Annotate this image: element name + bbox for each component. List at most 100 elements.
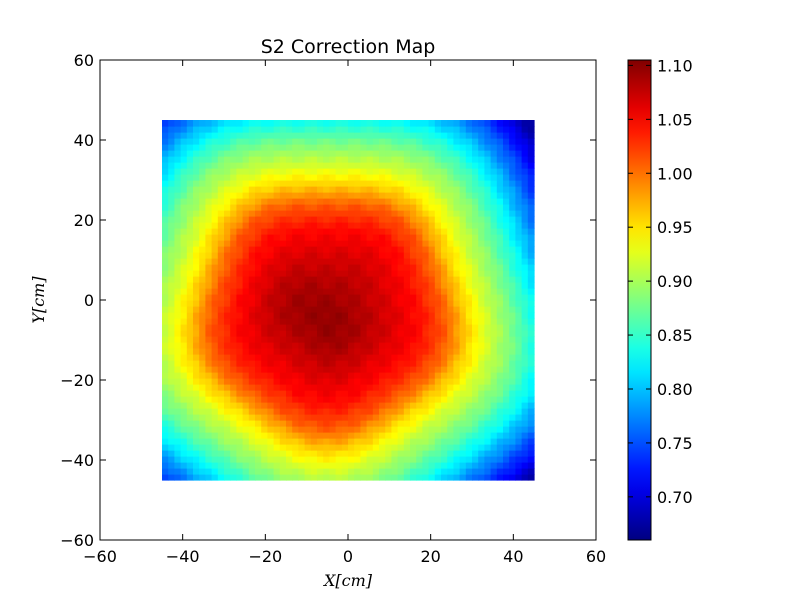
heatmap-cell bbox=[236, 204, 244, 211]
heatmap-cell bbox=[410, 210, 417, 217]
heatmap-cell bbox=[509, 192, 516, 199]
heatmap-cell bbox=[255, 192, 262, 199]
heatmap-cell bbox=[372, 210, 380, 217]
heatmap-cell bbox=[317, 360, 324, 367]
heatmap-cell bbox=[248, 432, 256, 439]
heatmap-cell bbox=[484, 180, 492, 187]
heatmap-cell bbox=[403, 360, 411, 367]
heatmap-cell bbox=[230, 354, 237, 361]
heatmap-cell bbox=[230, 282, 237, 289]
heatmap-cell bbox=[242, 342, 250, 349]
heatmap-cell bbox=[428, 198, 436, 205]
heatmap-cell bbox=[397, 162, 405, 169]
heatmap-cell bbox=[441, 450, 448, 457]
heatmap-cell bbox=[527, 138, 535, 145]
heatmap-cell bbox=[261, 426, 268, 433]
heatmap-cell bbox=[397, 450, 405, 457]
heatmap-cell bbox=[496, 186, 504, 193]
heatmap-cell bbox=[335, 426, 343, 433]
heatmap-cell bbox=[205, 174, 213, 181]
heatmap-cell bbox=[453, 360, 461, 367]
heatmap-cell bbox=[428, 342, 436, 349]
heatmap-cell bbox=[521, 288, 529, 295]
colorbar bbox=[627, 59, 652, 541]
heatmap-cell bbox=[385, 474, 392, 481]
heatmap-cell bbox=[441, 408, 448, 415]
heatmap-cell bbox=[354, 402, 361, 409]
heatmap-cell bbox=[366, 408, 374, 415]
heatmap-cell bbox=[385, 282, 392, 289]
heatmap-cell bbox=[490, 180, 498, 187]
heatmap-cell bbox=[379, 144, 386, 151]
heatmap-cell bbox=[279, 180, 287, 187]
heatmap-cell bbox=[521, 402, 529, 409]
heatmap-cell bbox=[217, 138, 225, 145]
heatmap-cell bbox=[385, 468, 392, 475]
heatmap-cell bbox=[459, 336, 467, 343]
heatmap-cell bbox=[211, 192, 219, 199]
heatmap-cell bbox=[224, 354, 231, 361]
heatmap-cell bbox=[267, 342, 275, 349]
heatmap-cell bbox=[193, 414, 200, 421]
heatmap-cell bbox=[186, 162, 194, 169]
heatmap-cell bbox=[174, 474, 182, 481]
heatmap-cell bbox=[509, 180, 516, 187]
heatmap-cell bbox=[496, 354, 504, 361]
heatmap-cell bbox=[205, 324, 213, 331]
heatmap-cell bbox=[385, 426, 392, 433]
heatmap-cell bbox=[323, 228, 330, 235]
heatmap-cell bbox=[199, 216, 206, 223]
heatmap-cell bbox=[416, 378, 423, 385]
heatmap-cell bbox=[447, 318, 454, 325]
heatmap-cell bbox=[509, 198, 516, 205]
heatmap-cell bbox=[211, 246, 219, 253]
heatmap-cell bbox=[261, 414, 268, 421]
heatmap-cell bbox=[527, 462, 535, 469]
heatmap-cell bbox=[186, 138, 194, 145]
heatmap-cell bbox=[242, 366, 250, 373]
heatmap-cell bbox=[379, 306, 386, 313]
heatmap-cell bbox=[317, 132, 324, 139]
heatmap-cell bbox=[310, 234, 318, 241]
heatmap-cell bbox=[366, 384, 374, 391]
heatmap-cell bbox=[441, 390, 448, 397]
heatmap-cell bbox=[267, 216, 275, 223]
heatmap-cell bbox=[403, 450, 411, 457]
heatmap-cell bbox=[478, 300, 485, 307]
heatmap-cell bbox=[211, 138, 219, 145]
heatmap-cell bbox=[385, 378, 392, 385]
heatmap-cell bbox=[255, 156, 262, 163]
heatmap-cell bbox=[286, 450, 293, 457]
heatmap-cell bbox=[267, 438, 275, 445]
heatmap-cell bbox=[193, 282, 200, 289]
heatmap-cell bbox=[186, 354, 194, 361]
heatmap-cell bbox=[255, 180, 262, 187]
heatmap-cell bbox=[317, 408, 324, 415]
heatmap-cell bbox=[465, 294, 473, 301]
heatmap-cell bbox=[329, 216, 337, 223]
heatmap-cell bbox=[472, 216, 479, 223]
heatmap-cell bbox=[366, 222, 374, 229]
heatmap-cell bbox=[509, 414, 516, 421]
heatmap-cell bbox=[193, 162, 200, 169]
heatmap-cell bbox=[292, 462, 299, 469]
heatmap-cell bbox=[341, 144, 349, 151]
heatmap-cell bbox=[304, 228, 312, 235]
heatmap-cell bbox=[391, 450, 399, 457]
heatmap-cell bbox=[453, 330, 461, 337]
heatmap-cell bbox=[168, 396, 175, 403]
heatmap-cell bbox=[186, 228, 194, 235]
heatmap-cell bbox=[286, 312, 293, 319]
heatmap-cell bbox=[403, 372, 411, 379]
heatmap-cell bbox=[379, 120, 386, 127]
heatmap-cell bbox=[379, 192, 386, 199]
heatmap-cell bbox=[174, 330, 182, 337]
heatmap-cell bbox=[453, 264, 461, 271]
heatmap-cell bbox=[267, 222, 275, 229]
heatmap-cell bbox=[385, 144, 392, 151]
heatmap-cell bbox=[273, 468, 281, 475]
heatmap-cell bbox=[434, 264, 442, 271]
heatmap-cell bbox=[180, 300, 188, 307]
heatmap-cell bbox=[515, 150, 523, 157]
colorbar-tick-label: 0.85 bbox=[657, 326, 693, 345]
